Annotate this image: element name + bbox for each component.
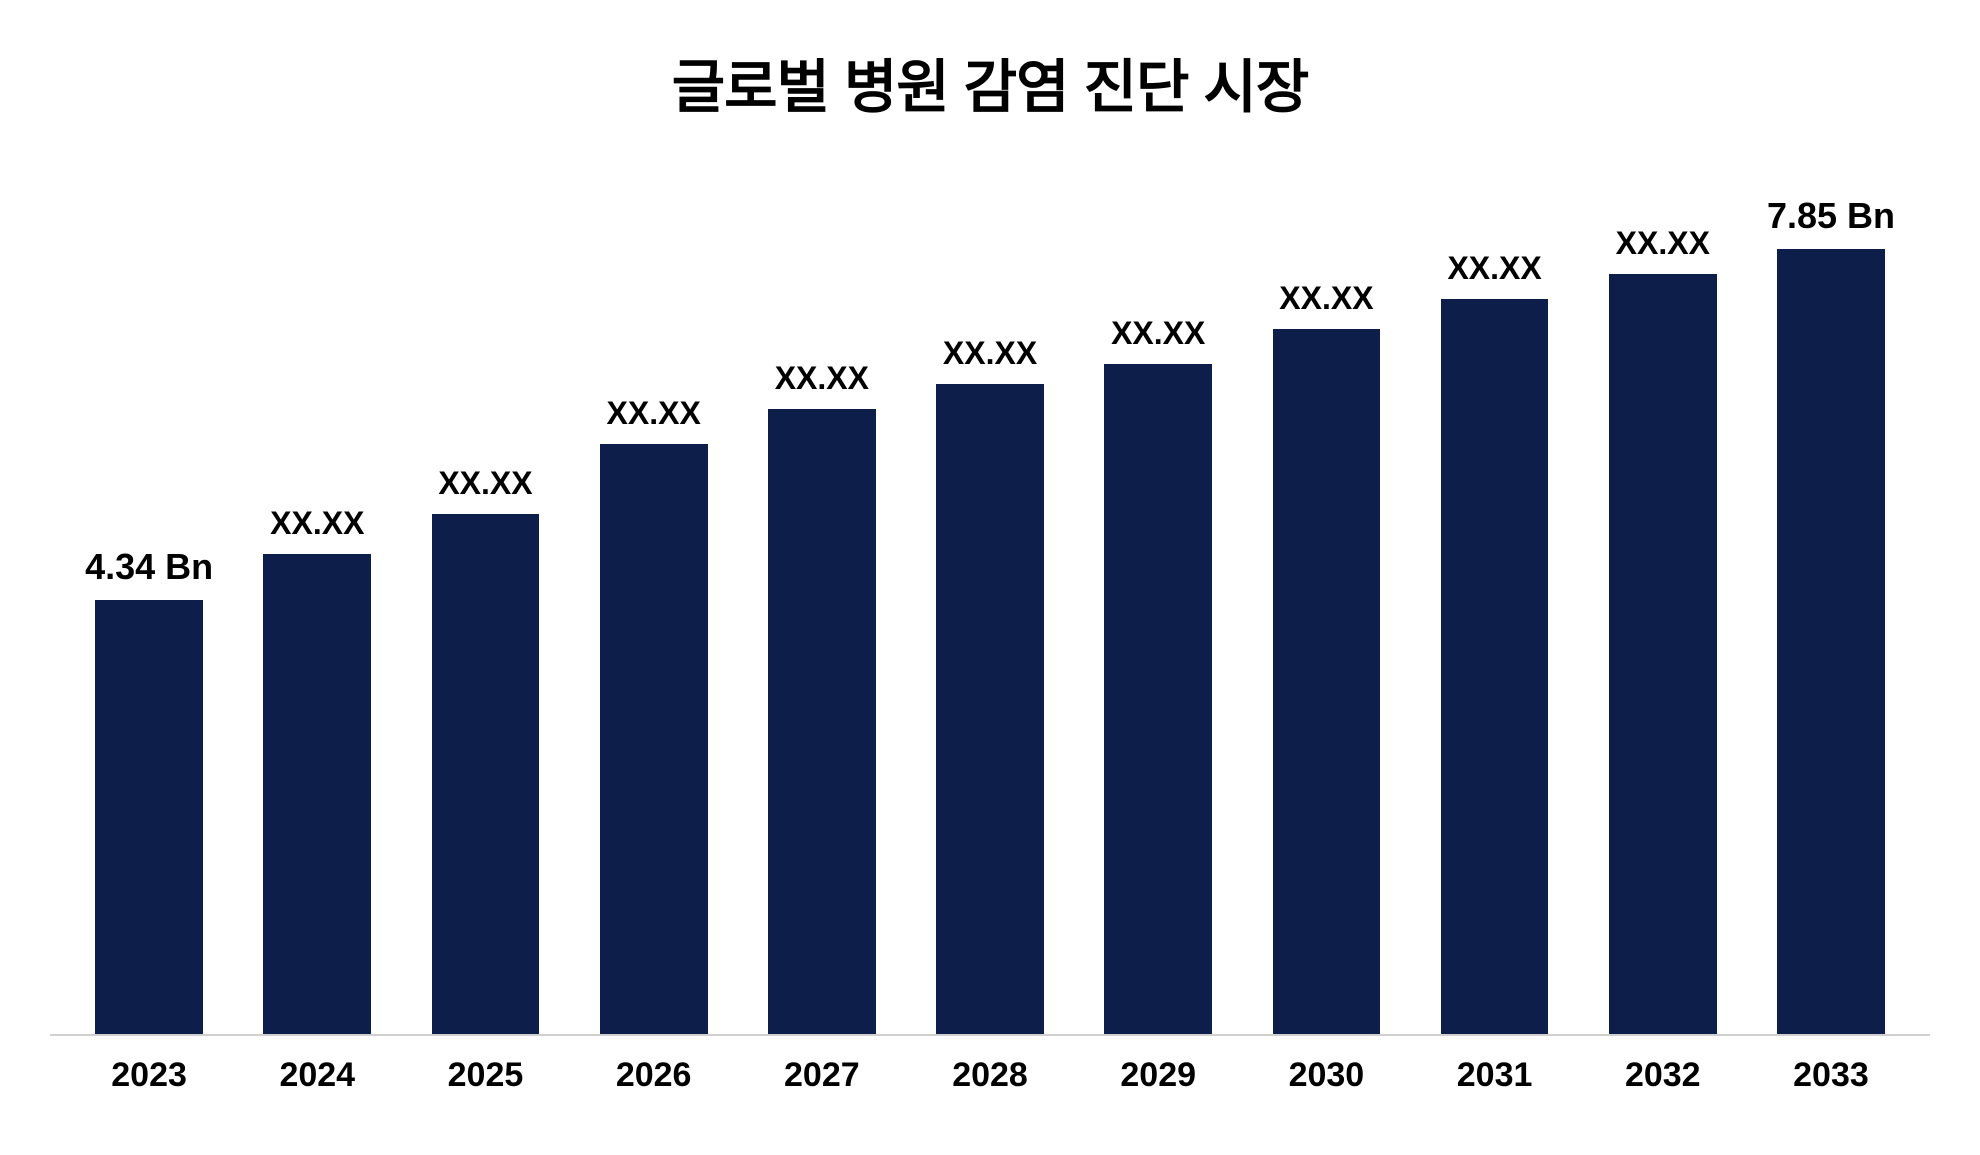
- bar: [1104, 364, 1212, 1034]
- bar-group: XX.XX: [921, 184, 1059, 1034]
- bar: [1609, 274, 1717, 1034]
- x-axis-tick: 2030: [1257, 1056, 1395, 1095]
- bar-group: XX.XX: [248, 184, 386, 1034]
- bar-group: 4.34 Bn: [80, 184, 218, 1034]
- bar-value-label: XX.XX: [943, 335, 1037, 372]
- chart-area: 4.34 Bn XX.XX XX.XX XX.XX XX.XX XX.XX XX.XX XX.…: [50, 184, 1930, 1095]
- bar: [1441, 299, 1549, 1034]
- bar: [600, 444, 708, 1034]
- x-axis-tick: 2032: [1594, 1056, 1732, 1095]
- x-axis-tick: 2029: [1089, 1056, 1227, 1095]
- bar: [768, 409, 876, 1034]
- bar-group: XX.XX: [753, 184, 891, 1034]
- bar-group: XX.XX: [1594, 184, 1732, 1034]
- x-axis: 2023 2024 2025 2026 2027 2028 2029 2030 2031 2032…: [50, 1036, 1930, 1095]
- x-axis-tick: 2024: [248, 1056, 386, 1095]
- bar-value-label: XX.XX: [1111, 315, 1205, 352]
- bar: [432, 514, 540, 1034]
- x-axis-tick: 2028: [921, 1056, 1059, 1095]
- bar-value-label: XX.XX: [1447, 250, 1541, 287]
- bar-value-label: XX.XX: [438, 465, 532, 502]
- bar-value-label: XX.XX: [1279, 280, 1373, 317]
- bar-group: XX.XX: [1257, 184, 1395, 1034]
- bar: [95, 600, 203, 1034]
- bar: [1273, 329, 1381, 1034]
- bar: [263, 554, 371, 1034]
- bar-group: XX.XX: [416, 184, 554, 1034]
- x-axis-tick: 2025: [416, 1056, 554, 1095]
- bar: [1777, 249, 1885, 1034]
- bar-value-label: XX.XX: [270, 505, 364, 542]
- bar-group: XX.XX: [585, 184, 723, 1034]
- bar-value-label: 4.34 Bn: [85, 546, 213, 588]
- bar: [936, 384, 1044, 1034]
- x-axis-tick: 2033: [1762, 1056, 1900, 1095]
- bar-group: 7.85 Bn: [1762, 184, 1900, 1034]
- x-axis-tick: 2026: [585, 1056, 723, 1095]
- chart-title: 글로벌 병원 감염 진단 시장: [50, 40, 1930, 124]
- x-axis-tick: 2023: [80, 1056, 218, 1095]
- bar-value-label: 7.85 Bn: [1767, 195, 1895, 237]
- bar-group: XX.XX: [1089, 184, 1227, 1034]
- bar-group: XX.XX: [1426, 184, 1564, 1034]
- x-axis-tick: 2031: [1426, 1056, 1564, 1095]
- bar-value-label: XX.XX: [775, 360, 869, 397]
- bars-container: 4.34 Bn XX.XX XX.XX XX.XX XX.XX XX.XX XX.XX XX.…: [50, 184, 1930, 1036]
- x-axis-tick: 2027: [753, 1056, 891, 1095]
- bar-value-label: XX.XX: [607, 395, 701, 432]
- bar-value-label: XX.XX: [1616, 225, 1710, 262]
